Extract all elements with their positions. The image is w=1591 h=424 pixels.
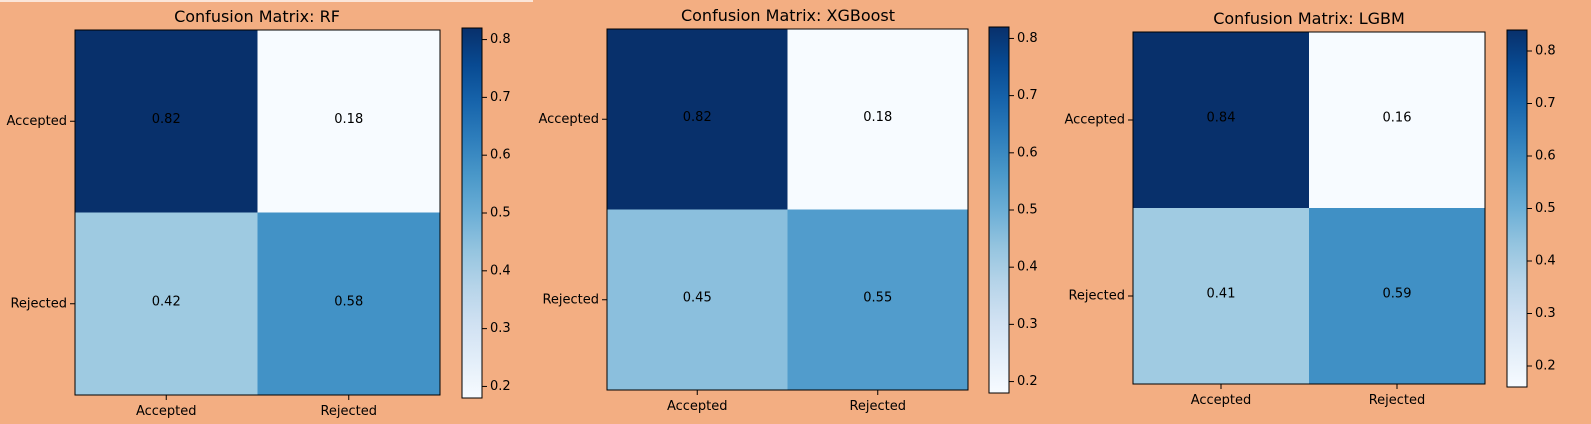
y-tick-label: Rejected [10,296,67,311]
cell-value-label: 0.45 [683,290,712,305]
chart-title: Confusion Matrix: LGBM [1213,9,1405,28]
cell-value-label: 0.82 [683,110,712,125]
y-tick-label: Accepted [538,112,599,127]
heatmap-cell [787,29,969,210]
y-tick-label: Rejected [542,292,599,307]
heatmap-cell [75,30,258,213]
x-tick-label: Accepted [1191,393,1252,408]
cell-value-label: 0.84 [1207,111,1236,126]
heatmap-cell [787,209,969,391]
cell-value-label: 0.41 [1207,287,1236,302]
colorbar-tick-label: 0.8 [490,32,511,47]
heatmap-cell [75,212,258,396]
colorbar-tick-label: 0.3 [1535,306,1556,321]
heatmap-cell [607,29,788,210]
colorbar-tick-label: 0.8 [1535,44,1556,59]
figure-top-strip [0,0,533,2]
colorbar-tick-label: 0.3 [490,321,511,336]
heatmap-cell [1133,208,1310,385]
x-tick-label: Accepted [667,399,728,414]
colorbar [988,26,1010,394]
confusion-matrix-panel-2: Confusion Matrix: XGBoost 0.82 0.18 0.45 0.5… [538,6,1037,414]
colorbar-tick-label: 0.4 [490,263,511,278]
heatmap-frame [74,29,441,396]
heatmap-frame [606,28,969,391]
heatmap-cell [1309,208,1486,385]
colorbar-tick-label: 0.2 [490,379,511,394]
confusion-matrix-panel-3: Confusion Matrix: LGBM 0.84 0.16 0.41 0.59 Ac… [1064,9,1555,408]
chart-title: Confusion Matrix: RF [174,7,340,26]
cell-value-label: 0.59 [1383,287,1412,302]
colorbar-tick-label: 0.7 [1535,96,1556,111]
y-tick-label: Accepted [6,114,67,129]
colorbar-tick-label: 0.6 [490,148,511,163]
colorbar [461,27,483,399]
colorbar-tick-label: 0.3 [1017,317,1038,332]
colorbar-tick-label: 0.6 [1017,145,1038,160]
colorbar-tick-label: 0.5 [490,206,511,221]
colorbar-tick-label: 0.2 [1017,374,1038,389]
heatmap-cell [607,209,788,391]
y-tick-label: Rejected [1068,289,1125,304]
chart-title: Confusion Matrix: XGBoost [681,6,895,25]
cell-value-label: 0.42 [152,294,181,309]
x-tick-label: Rejected [1369,393,1426,408]
colorbar [1506,29,1528,388]
colorbar-tick-label: 0.4 [1535,254,1556,269]
x-tick-label: Accepted [136,404,197,419]
cell-value-label: 0.18 [334,112,363,127]
colorbar-tick-label: 0.7 [490,90,511,105]
confusion-matrix-panel-1: Confusion Matrix: RF 0.82 0.18 0.42 0.58 Acce… [6,7,510,419]
y-tick-label: Accepted [1064,113,1125,128]
colorbar-tick-label: 0.2 [1535,359,1556,374]
colorbar-tick-label: 0.7 [1017,88,1038,103]
colorbar-tick-label: 0.5 [1535,201,1556,216]
heatmap-cell [257,212,441,396]
x-tick-label: Rejected [849,399,906,414]
x-tick-label: Rejected [320,404,377,419]
colorbar-tick-label: 0.8 [1017,31,1038,46]
heatmap-cell [257,30,441,213]
colorbar-tick-label: 0.6 [1535,149,1556,164]
colorbar-tick-label: 0.5 [1017,203,1038,218]
heatmap-frame [1132,31,1486,385]
cell-value-label: 0.55 [863,290,892,305]
cell-value-label: 0.18 [863,110,892,125]
cell-value-label: 0.16 [1383,111,1412,126]
colorbar-tick-label: 0.4 [1017,260,1038,275]
cell-value-label: 0.58 [334,294,363,309]
heatmap-cell [1133,32,1310,209]
heatmap-cell [1309,32,1486,209]
cell-value-label: 0.82 [152,112,181,127]
